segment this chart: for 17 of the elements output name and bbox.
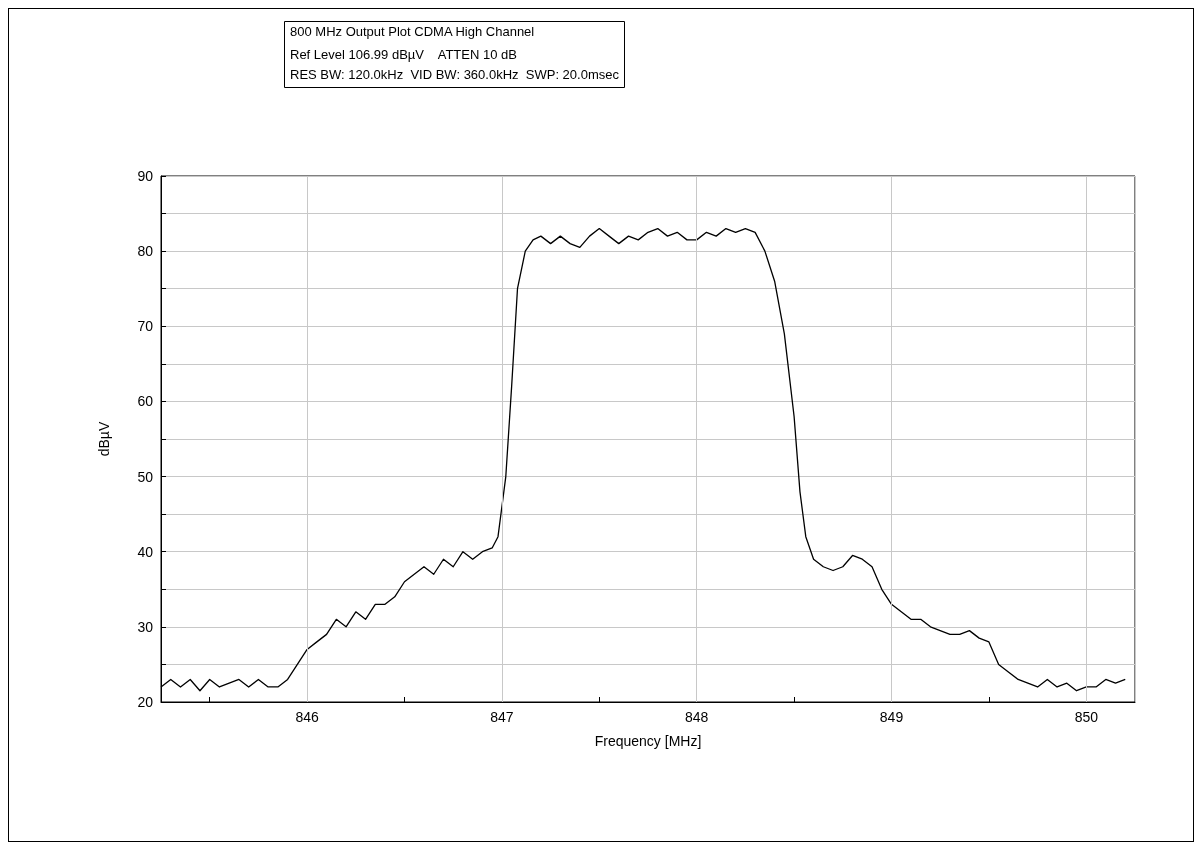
x-tick-label: 847 [490, 709, 514, 725]
chart-title: 800 MHz Output Plot CDMA High Channel [290, 24, 535, 39]
y-tick-label: 90 [137, 168, 154, 184]
y-tick-label: 30 [137, 618, 154, 635]
y-tick-label: 20 [137, 694, 154, 710]
y-axis-title: dBµV [96, 421, 112, 457]
y-tick-label: 50 [137, 468, 154, 485]
chart-subtitle: Ref Level 106.99 dBµV ATTEN 10 dB RES BW: 120.0kHz VID BW: 360.0kHz SWP: 20.0msec [290, 46, 620, 82]
x-tick-label: 846 [295, 709, 319, 725]
x-tick-label: 849 [879, 709, 904, 725]
x-tick-label: 848 [685, 709, 709, 725]
y-tick-label: 80 [137, 243, 154, 260]
x-tick-label: 850 [1074, 709, 1099, 725]
y-tick-label: 40 [137, 543, 154, 560]
y-tick-label: 60 [137, 393, 154, 410]
y-tick-label: 70 [137, 318, 154, 335]
x-axis-title: Frequency [MHz] [594, 733, 702, 749]
